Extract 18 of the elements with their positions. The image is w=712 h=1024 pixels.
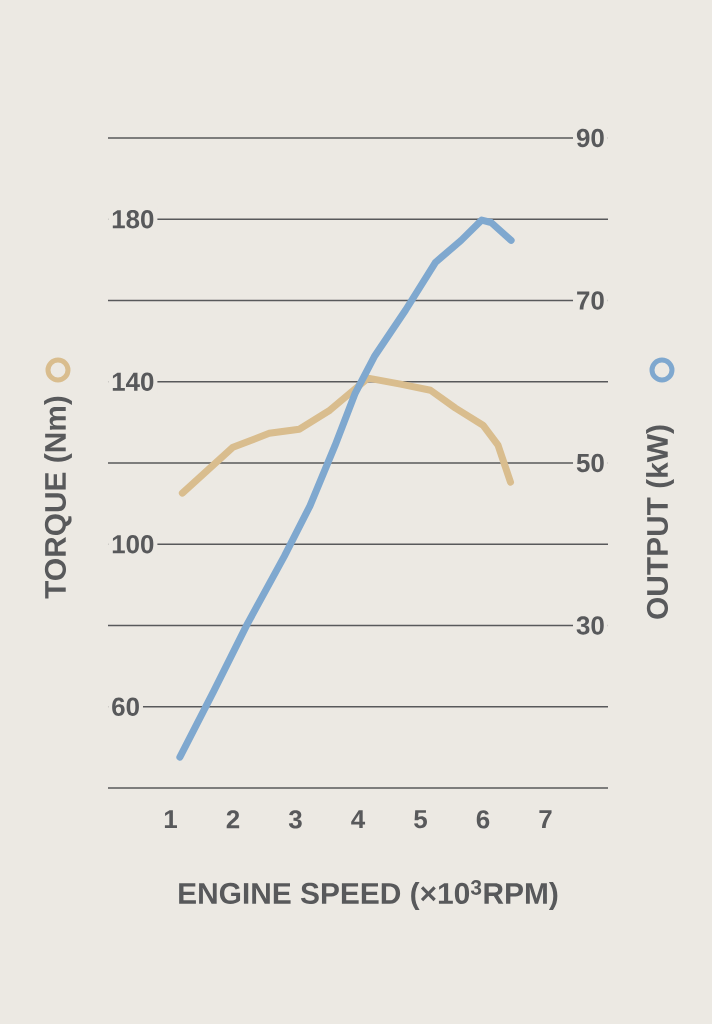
y2-tick-label: 70 <box>577 291 604 310</box>
y2-axis-title: OUTPUT (kW) <box>646 425 674 619</box>
y-tick-label: 180 <box>112 210 154 229</box>
y-tick-label: 60 <box>112 697 139 716</box>
y-tick-label: 140 <box>112 372 154 391</box>
y2-tick-label: 90 <box>576 128 604 148</box>
y2-tick-label: 50 <box>576 453 604 473</box>
y-tick-label: 100 <box>112 535 154 554</box>
x-tick-label: 7 <box>539 810 552 829</box>
x-tick-label: 2 <box>226 810 240 829</box>
x-axis-title: ENGINE SPEED (×10$^{3}$RPM) <box>179 880 558 910</box>
x-tick-label: 4 <box>351 810 366 829</box>
x-tick-label: 5 <box>414 810 427 829</box>
y2-tick-label: 30 <box>576 616 604 635</box>
y-axis-title: TORQUE (Nm) <box>44 396 72 599</box>
x-tick-label: 3 <box>288 810 302 829</box>
x-tick-label: 6 <box>476 810 490 829</box>
x-tick-label: 1 <box>164 810 177 829</box>
